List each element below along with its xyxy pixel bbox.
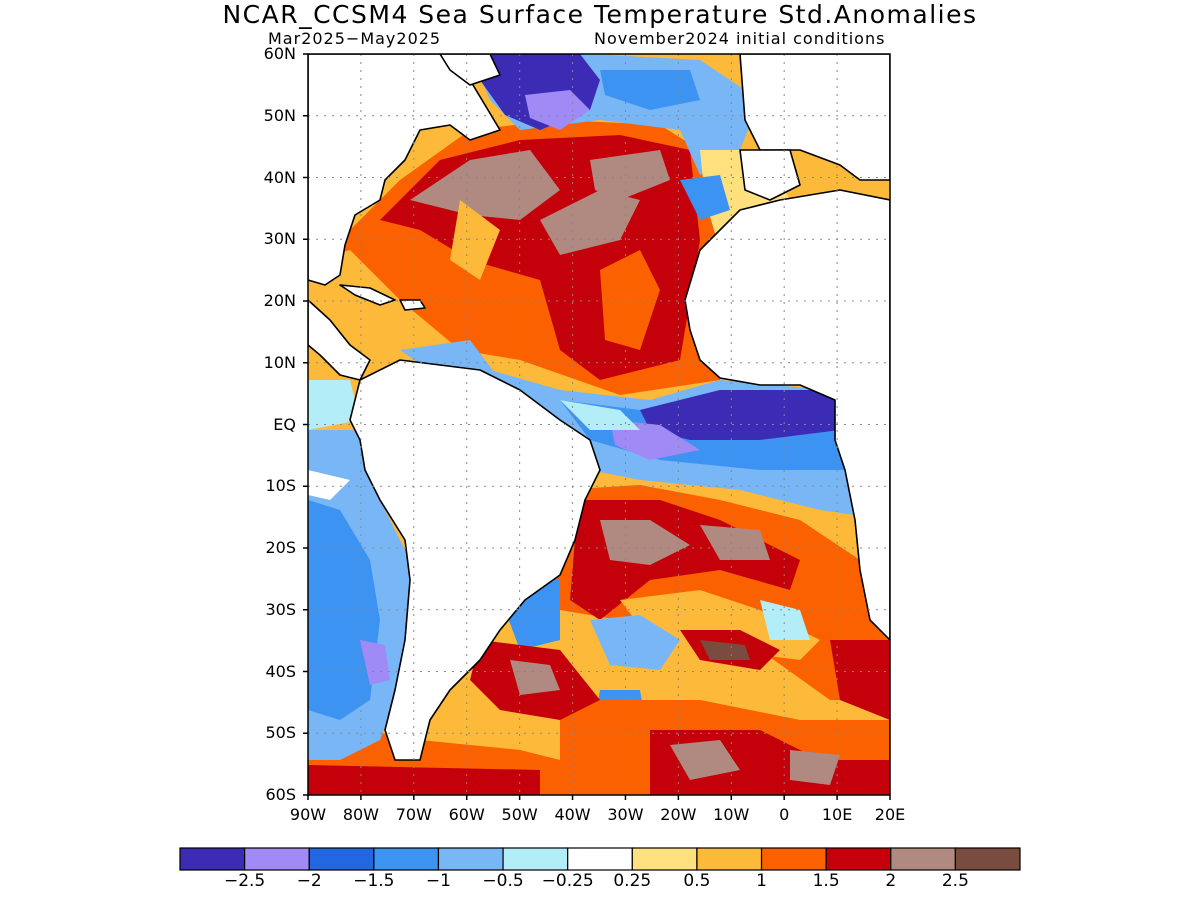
lon-label: 90W [289,805,327,824]
south-america-land [349,359,601,761]
lon-label: 30W [607,805,644,824]
south-atlantic-warm-anomaly [540,485,890,700]
lon-label: 20W [660,805,697,824]
lat-label: 60S [265,785,296,804]
axis-ticks [303,53,891,800]
lat-label: 20S [265,538,296,557]
landmasses [308,54,890,761]
colorbar-swatch [825,847,892,871]
lon-label: 0 [779,805,790,824]
forecast-period: Mar2025−May2025 [268,29,442,48]
colorbar-swatch [308,847,375,871]
iberia-land [739,149,801,201]
greenland-land [439,54,501,86]
colorbar-swatch [567,847,633,871]
colorbar-label: −1.5 [353,871,395,891]
colorbar-swatch [890,847,956,871]
colorbar-swatch [631,847,698,871]
lon-label: 60W [448,805,485,824]
east-pacific-cool-anomaly [308,430,410,760]
chart-title: NCAR_CCSM4 Sea Surface Temperature Std.A… [222,0,978,29]
labrador-cool-anomaly [470,54,760,175]
lon-label: 20E [874,805,906,824]
hispaniola-island [399,299,426,311]
europe-land [739,54,890,181]
africa-land [684,189,890,641]
colorbar-label: 0.5 [683,871,711,891]
colorbar-swatch [696,847,763,871]
lat-label: 20N [263,291,296,310]
colorbar-swatch [954,847,1021,871]
colorbar-label: −0.5 [482,871,524,891]
colorbar-label: −1 [425,871,451,891]
lat-label: EQ [273,414,296,434]
lon-label: 40W [554,805,591,824]
cuba-island [339,284,396,306]
colorbar-label: −2 [296,871,322,891]
colorbar-label: −0.25 [541,871,594,891]
lon-label: 80W [342,805,379,824]
lat-label: 10S [265,476,296,496]
colorbar-swatch [437,847,504,871]
lat-label: 30S [265,599,296,619]
lat-label: 50N [263,105,296,125]
colorbar-label: −2.5 [223,871,266,891]
colorbar-label: 2.5 [941,871,969,891]
lon-label: 10E [821,805,853,824]
lat-label: 30N [263,229,296,249]
colorbar-label: 2 [885,871,897,891]
lat-label: 40S [265,661,296,681]
lat-label: 50S [265,723,296,743]
colorbar-label: 0.25 [613,871,652,891]
colorbar-swatch [373,847,440,871]
north-atlantic-warm-anomaly [330,120,740,395]
colorbar-swatch [502,847,569,871]
lon-label: 50W [501,805,538,824]
north-america-land [308,54,501,286]
colorbar [179,847,1021,871]
colorbar-swatch [179,847,246,871]
lat-label: 10N [263,352,296,372]
colorbar-swatch [244,847,310,871]
colorbar-label: 1.5 [812,871,840,891]
lon-label: 10W [713,805,750,824]
equatorial-cold-tongue [490,370,890,520]
lon-label: 70W [395,805,432,824]
graticule [308,54,890,795]
lat-label: 60N [263,44,296,63]
colorbar-label: 1 [756,871,767,891]
lat-label: 40N [263,167,296,187]
colorbar-swatch [760,847,827,871]
initial-conditions: November2024 initial conditions [594,29,886,48]
